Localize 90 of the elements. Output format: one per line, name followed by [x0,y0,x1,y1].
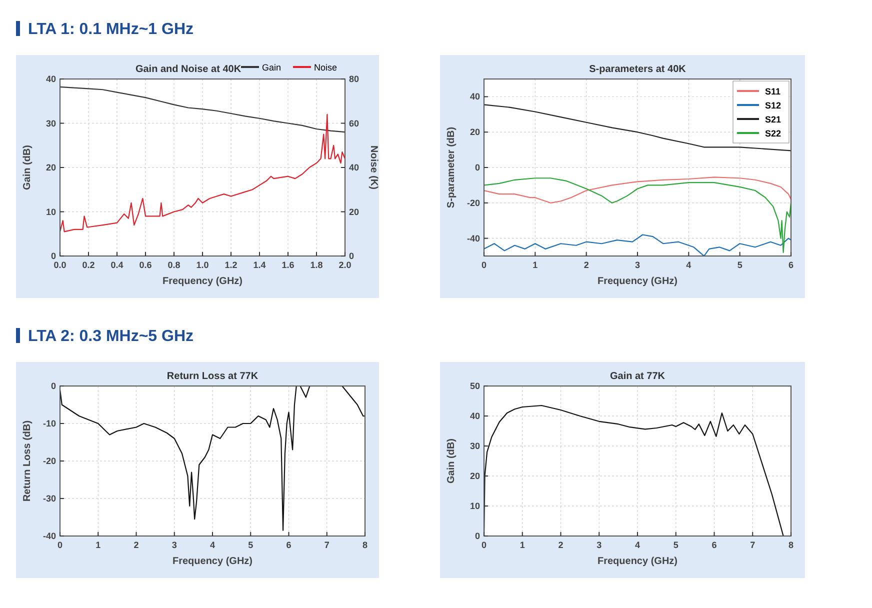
text: LTA 1: 0.1 MHz~1 GHz [28,21,194,38]
y-tick-label: 40 [470,411,480,421]
legend-label: S22 [765,128,782,138]
x-tick-label: 2 [558,540,564,550]
x-tick-label: 5 [248,540,254,550]
legend-label: Noise [314,62,338,72]
y-tick-label: -40 [42,531,56,541]
x-tick-label: 1.6 [282,260,294,270]
x-tick-label: 5 [673,540,678,550]
y-tick-label: -30 [42,494,56,504]
y2-axis-title: Noise (K) [368,146,379,190]
y-tick-label: -10 [42,418,56,428]
x-tick-label: 0.8 [168,260,180,270]
y2-tick-label: 40 [349,162,360,172]
y-tick-label: -20 [466,198,480,208]
x-tick-label: 1 [532,260,538,270]
y2-tick-label: 80 [349,74,360,84]
chart-title: Gain and Noise at 40K [135,64,242,75]
x-tick-label: 3 [596,540,602,550]
y-tick-label: 20 [470,471,480,481]
legend-label: S11 [765,86,781,96]
y-axis-title: Gain (dB) [22,145,33,190]
y-tick-label: 0 [50,251,56,261]
y-axis-title: Gain (dB) [446,438,457,484]
x-tick-label: 2.0 [338,260,352,270]
chart-title: Return Loss at 77K [166,371,259,382]
x-tick-label: 8 [362,540,368,550]
y-tick-label: 0 [474,531,480,541]
y-axis-title: S-parameter (dB) [446,126,457,208]
x-tick-label: 3 [172,540,177,550]
y-tick-label: 20 [470,127,480,138]
line-series [484,176,791,204]
x-tick-label: 0.0 [54,260,66,270]
x-tick-label: 1 [96,540,101,550]
x-tick-label: 0.2 [82,260,95,270]
x-axis-title: Frequency (GHz) [597,556,678,567]
chart-title: S-parameters at 40K [589,64,687,75]
line-series [60,86,345,133]
line-series [484,178,791,254]
y-axis-title: Return Loss (dB) [22,420,33,502]
y-tick-label: 20 [46,162,56,172]
y-tick-label: -40 [466,233,480,244]
text: LTA 2: 0.3 MHz~5 GHz [28,328,194,345]
y-tick-label: 50 [470,381,480,391]
chart-title: Gain at 77K [610,371,666,382]
x-tick-label: 7 [750,540,756,550]
y-tick-label: 40 [470,92,480,102]
y-tick-label: -20 [42,456,56,466]
y-tick-label: 0 [474,162,480,172]
x-tick-label: 7 [324,540,330,550]
x-tick-label: 1 [520,540,525,550]
x-tick-label: 6 [286,540,292,550]
y-tick-label: 40 [46,74,56,84]
y-tick-label: 30 [470,441,480,451]
line-series [484,104,791,152]
line-series [484,404,784,536]
x-axis-title: Frequency (GHz) [172,556,253,567]
legend-label: S12 [765,100,782,110]
line-series [484,234,791,256]
x-axis-title: Frequency (GHz) [597,276,678,287]
y-tick-label: 30 [46,118,56,128]
y-tick-label: 10 [470,501,480,511]
x-tick-label: 4 [686,260,692,270]
y-tick-label: 0 [50,381,56,391]
x-tick-label: 0.4 [110,260,124,270]
x-tick-label: 6 [712,540,717,550]
y2-tick-label: 60 [349,118,360,128]
x-tick-label: 0 [57,540,63,550]
y2-tick-label: 20 [349,206,360,217]
x-tick-label: 0.6 [139,260,152,270]
x-tick-label: 8 [788,540,794,550]
x-tick-label: 4 [210,540,216,550]
x-tick-label: 1.2 [224,260,238,270]
y2-tick-label: 0 [349,251,354,261]
x-tick-label: 0 [481,260,487,270]
legend-label: Gain [262,62,282,72]
line-series [60,114,345,232]
x-tick-label: 5 [737,260,742,270]
x-tick-label: 0 [481,540,487,550]
x-tick-label: 4 [634,540,640,550]
x-axis-title: Frequency (GHz) [162,276,243,287]
x-tick-label: 1.8 [310,260,323,270]
x-tick-label: 2 [134,540,139,550]
y-tick-label: 10 [46,206,56,217]
x-tick-label: 1.0 [196,260,209,270]
legend-label: S21 [765,114,782,124]
x-tick-label: 3 [634,260,640,270]
x-tick-label: 1.4 [253,260,266,270]
x-tick-label: 2 [584,260,589,270]
x-tick-label: 6 [788,260,794,270]
